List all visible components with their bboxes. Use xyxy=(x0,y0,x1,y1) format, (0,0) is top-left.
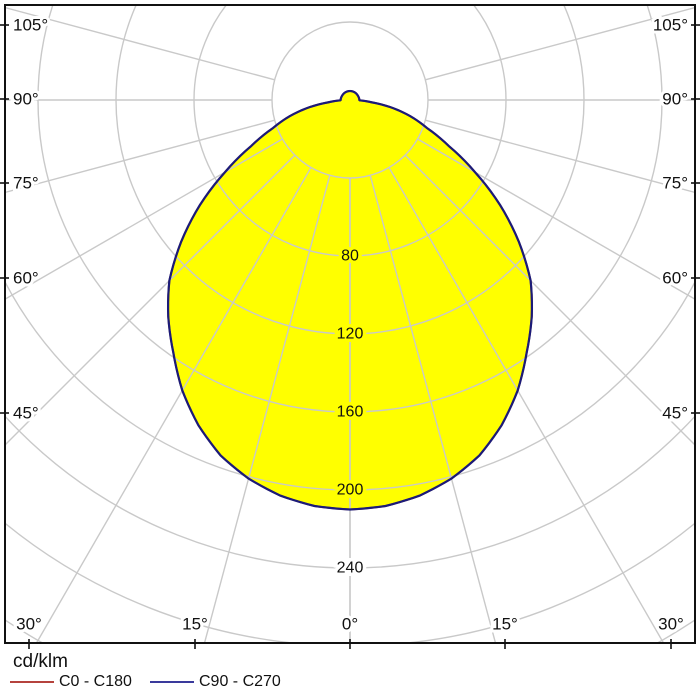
radial-value-label: 80 xyxy=(341,248,359,265)
angle-label: 45° xyxy=(662,404,688,423)
angle-label: 45° xyxy=(13,404,39,423)
angle-label: 75° xyxy=(13,174,39,193)
angle-gridline-ray xyxy=(425,119,695,194)
angle-label: 15° xyxy=(182,615,208,634)
angle-label: 30° xyxy=(16,615,42,634)
radial-value-label: 240 xyxy=(337,560,364,577)
angle-gridline-ray xyxy=(417,138,695,300)
c0-c180-line-swatch xyxy=(10,681,54,683)
legend: cd/klm C0 - C180 C90 - C270 xyxy=(0,649,700,700)
angle-label: 0° xyxy=(342,615,358,634)
angle-gridline-ray xyxy=(203,175,331,643)
angle-gridline-ray xyxy=(35,167,312,643)
angle-gridline-ray xyxy=(369,175,497,643)
angle-gridline-ray xyxy=(5,6,275,81)
angle-label: 30° xyxy=(658,615,684,634)
angle-ticks xyxy=(0,24,700,649)
angle-label: 60° xyxy=(13,269,39,288)
angle-gridline-ray xyxy=(425,6,695,81)
legend-item-c0-c180: C0 - C180 xyxy=(10,673,150,693)
radial-value-label: 120 xyxy=(337,326,364,343)
legend-item-c90-c270: C90 - C270 xyxy=(150,673,310,693)
legend-label-c90-c270: C90 - C270 xyxy=(199,673,281,690)
legend-label-c0-c180: C0 - C180 xyxy=(59,673,132,690)
angle-label: 60° xyxy=(662,269,688,288)
radial-value-label: 200 xyxy=(337,482,364,499)
angle-label: 15° xyxy=(492,615,518,634)
c90-c270-curve xyxy=(166,89,534,511)
angle-label: 105° xyxy=(653,16,688,35)
angle-label: 90° xyxy=(13,90,39,109)
unit-label: cd/klm xyxy=(13,651,68,672)
angle-gridline-ray xyxy=(404,154,695,446)
angle-gridline-ray xyxy=(5,119,275,194)
angle-label: 105° xyxy=(13,16,48,35)
angle-labels: 105° 90° 75° 60° 45° 105° 90° 75° 60° 45° 30° 15° 0°… xyxy=(10,13,691,637)
angle-gridline-ray xyxy=(5,154,296,446)
radial-value-label: 160 xyxy=(337,404,364,421)
angle-gridline-ray xyxy=(388,167,665,643)
angle-label: 75° xyxy=(662,174,688,193)
angle-label: 90° xyxy=(662,90,688,109)
angle-gridline-ray xyxy=(5,138,283,300)
c90-c270-line-swatch xyxy=(150,681,194,683)
